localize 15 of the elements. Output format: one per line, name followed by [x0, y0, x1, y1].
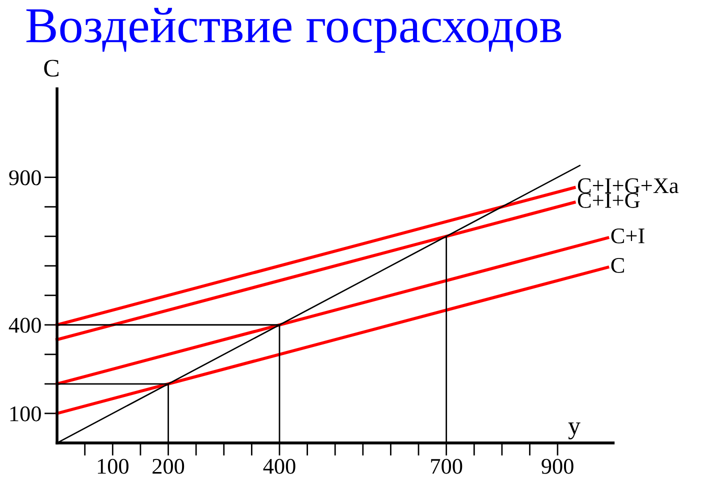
series-label: C+I+G [578, 193, 640, 208]
x-tick-label: 900 [542, 458, 574, 474]
series-label: C [611, 258, 624, 273]
series-label: C+I [611, 228, 644, 244]
series-label: C+I+G+Xa [578, 178, 679, 194]
y-tick-label: 100 [10, 406, 41, 422]
y-tick-label: 400 [8, 318, 41, 333]
chart-title: Воздействие госрасходов [26, 8, 562, 53]
x-axis-title: y [568, 422, 580, 440]
x-tick-label: 400 [263, 458, 296, 474]
x-tick-label: 700 [431, 458, 462, 474]
x-tick-label: 100 [98, 458, 128, 474]
y-axis-title: C [44, 60, 58, 77]
x-tick-label: 200 [152, 458, 184, 474]
y-tick-label: 900 [9, 170, 41, 186]
